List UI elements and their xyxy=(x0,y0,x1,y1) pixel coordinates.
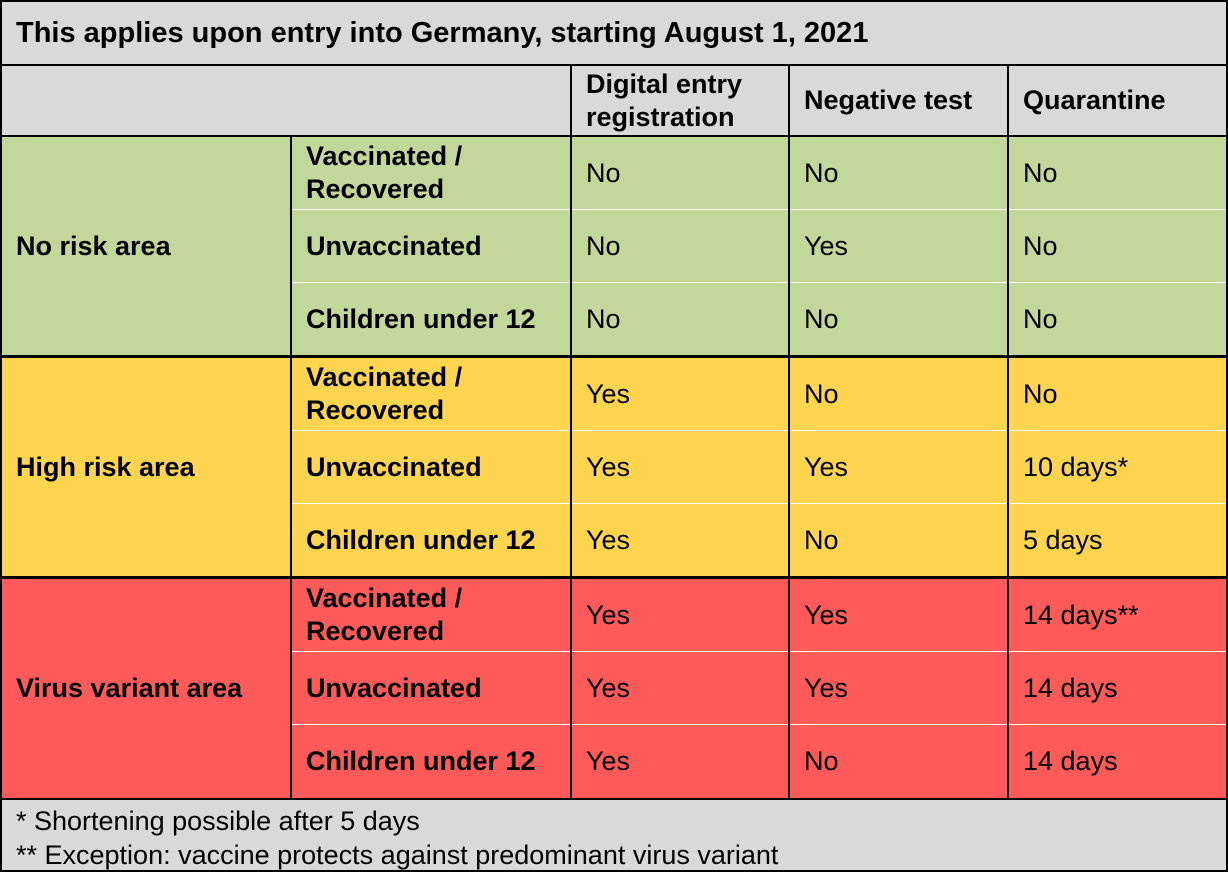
row-category: Vaccinated / Recovered xyxy=(292,358,570,430)
row-negative-test: Yes xyxy=(790,210,1007,282)
row-quarantine: 14 days xyxy=(1009,652,1226,724)
row-divider xyxy=(292,282,1226,283)
row-quarantine: 14 days xyxy=(1009,725,1226,798)
row-quarantine: 5 days xyxy=(1009,504,1226,576)
group-divider xyxy=(0,576,1228,579)
row-digital-entry: Yes xyxy=(572,725,788,798)
row-digital-entry: No xyxy=(572,137,788,209)
row-quarantine: 10 days* xyxy=(1009,431,1226,503)
footnotes: * Shortening possible after 5 days ** Ex… xyxy=(2,800,1226,870)
row-divider xyxy=(292,209,1226,210)
group-label-no-risk: No risk area xyxy=(2,137,290,355)
row-negative-test: No xyxy=(790,283,1007,355)
row-digital-entry: Yes xyxy=(572,504,788,576)
column-divider xyxy=(788,66,790,798)
column-divider xyxy=(290,137,292,798)
row-negative-test: No xyxy=(790,137,1007,209)
row-divider xyxy=(292,724,1226,725)
row-digital-entry: No xyxy=(572,210,788,282)
footnote: ** Exception: vaccine protects against p… xyxy=(16,840,779,870)
title-divider xyxy=(0,64,1228,66)
border-right xyxy=(1226,0,1228,872)
border-bottom xyxy=(0,870,1228,872)
row-category: Children under 12 xyxy=(292,725,570,798)
row-category: Vaccinated / Recovered xyxy=(292,137,570,209)
row-digital-entry: Yes xyxy=(572,579,788,651)
row-quarantine: No xyxy=(1009,283,1226,355)
row-category: Vaccinated / Recovered xyxy=(292,579,570,651)
row-category: Children under 12 xyxy=(292,283,570,355)
border-left xyxy=(0,0,2,872)
column-divider xyxy=(570,66,572,798)
border-top xyxy=(0,0,1228,2)
row-negative-test: No xyxy=(790,504,1007,576)
header-divider xyxy=(0,135,1228,137)
row-divider xyxy=(292,430,1226,431)
row-category: Unvaccinated xyxy=(292,652,570,724)
row-quarantine: 14 days** xyxy=(1009,579,1226,651)
row-negative-test: No xyxy=(790,358,1007,430)
header-digital-entry: Digital entry registration xyxy=(572,66,788,135)
row-digital-entry: No xyxy=(572,283,788,355)
row-negative-test: No xyxy=(790,725,1007,798)
row-divider xyxy=(292,503,1226,504)
header-negative-test: Negative test xyxy=(790,66,1007,135)
row-quarantine: No xyxy=(1009,137,1226,209)
row-quarantine: No xyxy=(1009,358,1226,430)
row-digital-entry: Yes xyxy=(572,358,788,430)
row-category: Unvaccinated xyxy=(292,210,570,282)
row-divider xyxy=(292,651,1226,652)
row-category: Children under 12 xyxy=(292,504,570,576)
row-digital-entry: Yes xyxy=(572,652,788,724)
row-digital-entry: Yes xyxy=(572,431,788,503)
row-quarantine: No xyxy=(1009,210,1226,282)
table-bottom-divider xyxy=(0,798,1228,800)
header-blank-cell xyxy=(2,66,570,135)
row-negative-test: Yes xyxy=(790,431,1007,503)
footnote: * Shortening possible after 5 days xyxy=(16,806,420,836)
row-negative-test: Yes xyxy=(790,579,1007,651)
header-quarantine: Quarantine xyxy=(1009,66,1226,135)
column-divider xyxy=(1007,66,1009,798)
group-label-virus-variant: Virus variant area xyxy=(2,579,290,798)
group-divider xyxy=(0,355,1228,358)
table-title: This applies upon entry into Germany, st… xyxy=(2,2,1226,64)
row-category: Unvaccinated xyxy=(292,431,570,503)
row-negative-test: Yes xyxy=(790,652,1007,724)
group-label-high-risk: High risk area xyxy=(2,358,290,576)
